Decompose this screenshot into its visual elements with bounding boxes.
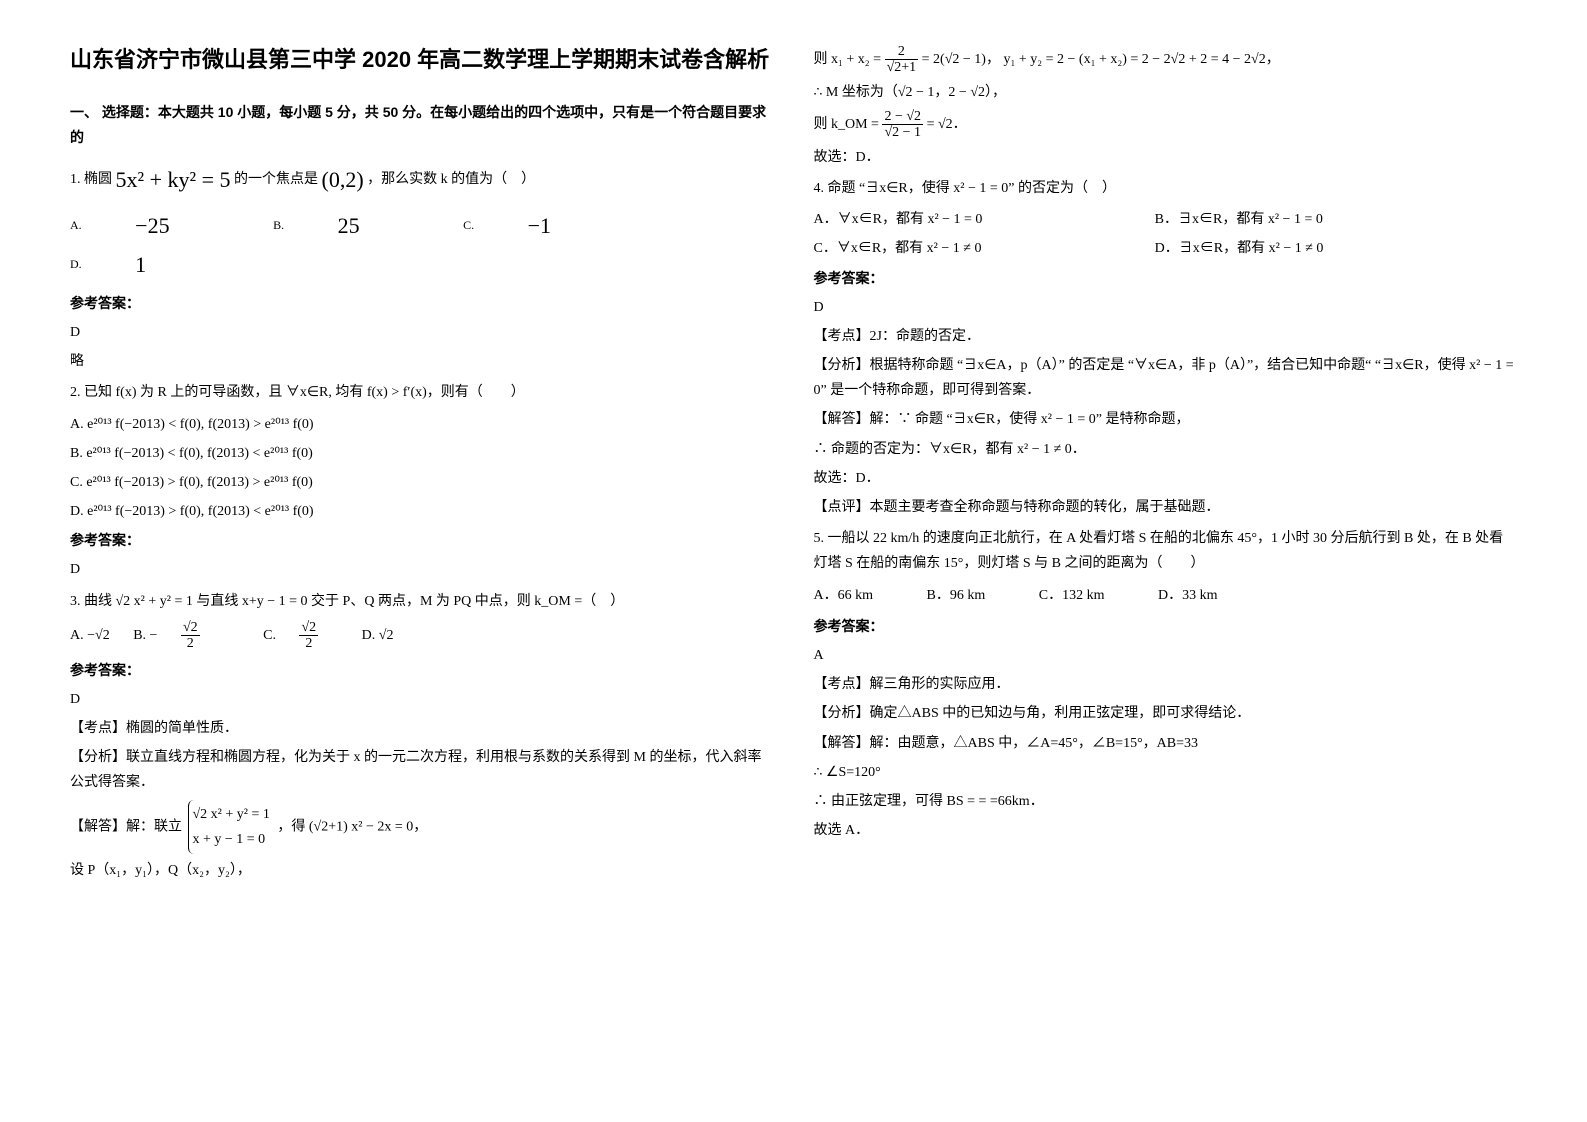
q3-pick: 故选：D． xyxy=(814,145,1518,170)
q4-jieda-1: 【解答】解：∵ 命题 “∃x∈R，使得 x² − 1 = 0” 是特称命题， xyxy=(814,407,1518,432)
q1-answer-label: 参考答案： xyxy=(70,291,774,316)
q5-option-c: C．132 km xyxy=(1039,583,1105,608)
q3-answer: D xyxy=(70,687,774,712)
q4-fenxi: 【分析】根据特称命题 “∃x∈A，p（A）” 的否定是 “∀x∈A，非 p（A）… xyxy=(814,353,1518,403)
system-brace: √2 x² + y² = 1 x + y − 1 = 0 xyxy=(188,800,274,854)
q4-pick: 故选：D． xyxy=(814,466,1518,491)
q2-stem: 2. 已知 f(x) 为 R 上的可导函数，且 ∀x∈R, 均有 f(x) > … xyxy=(70,380,774,405)
section-a-heading: 一、 选择题：本大题共 10 小题，每小题 5 分，共 50 分。在每小题给出的… xyxy=(70,100,774,150)
q3-option-c: C. √22 D. √2 xyxy=(263,620,413,652)
q4-option-c: C．∀x∈R，都有 x² − 1 ≠ 0 xyxy=(814,236,1152,261)
q5-stem: 5. 一船以 22 km/h 的速度向正北航行，在 A 处看灯塔 S 在船的北偏… xyxy=(814,526,1518,576)
q4-answer: D xyxy=(814,295,1518,320)
q1-point: (0,2) xyxy=(322,167,364,192)
q1-note: 略 xyxy=(70,349,774,374)
q1-stem-1: 1. 椭圆 xyxy=(70,172,116,187)
q5-pick: 故选 A． xyxy=(814,818,1518,843)
q4-option-d: D．∃x∈R，都有 x² − 1 ≠ 0 xyxy=(1155,236,1324,261)
q1-option-a: A. −25 xyxy=(70,206,220,246)
q2-answer: D xyxy=(70,557,774,582)
q3-setp: 设 P（x₁，y₁），Q（x₂，y₂）， xyxy=(70,858,774,883)
q3-stem: 3. 曲线 √2 x² + y² = 1 与直线 x+y − 1 = 0 交于 … xyxy=(70,589,774,614)
q1-option-c: C. −1 xyxy=(463,206,601,246)
q3-option-a: A. −√2 xyxy=(70,623,110,648)
q1-option-b: B. 25 xyxy=(273,206,410,246)
q4-stem: 4. 命题 “∃x∈R，使得 x² − 1 = 0” 的否定为（ ） xyxy=(814,176,1518,201)
q5-jieda-3: ∴ 由正弦定理，可得 BS = = =66km． xyxy=(814,789,1518,814)
q5-option-d: D．33 km xyxy=(1158,583,1218,608)
q2-option-a: A. e²⁰¹³ f(−2013) < f(0), f(2013) > e²⁰¹… xyxy=(70,412,774,437)
q5-answer-label: 参考答案： xyxy=(814,614,1518,639)
q2-answer-label: 参考答案： xyxy=(70,528,774,553)
q1-options: A. −25 B. 25 C. −1 D. 1 xyxy=(70,206,774,285)
q4-jieda-2: ∴ 命题的否定为：∀x∈R，都有 x² − 1 ≠ 0． xyxy=(814,437,1518,462)
q4-kaodian: 【考点】2J：命题的否定． xyxy=(814,324,1518,349)
q3-option-b: B. − √22 xyxy=(133,620,239,652)
q5-option-b: B．96 km xyxy=(927,583,986,608)
q4-options-row2: C．∀x∈R，都有 x² − 1 ≠ 0 D．∃x∈R，都有 x² − 1 ≠ … xyxy=(814,236,1518,261)
q4-options-row1: A．∀x∈R，都有 x² − 1 = 0 B．∃x∈R，都有 x² − 1 = … xyxy=(814,207,1518,232)
q5-kaodian: 【考点】解三角形的实际应用． xyxy=(814,672,1518,697)
q3-fenxi: 【分析】联立直线方程和椭圆方程，化为关于 x 的一元二次方程，利用根与系数的关系… xyxy=(70,745,774,795)
q3-jieda-1: 【解答】解：联立 √2 x² + y² = 1 x + y − 1 = 0 ，得… xyxy=(70,800,774,854)
q5-answer: A xyxy=(814,643,1518,668)
q1-answer: D xyxy=(70,320,774,345)
left-column: 山东省济宁市微山县第三中学 2020 年高二数学理上学期期末试卷含解析 一、 选… xyxy=(50,40,794,1082)
q3-kaodian: 【考点】椭圆的简单性质． xyxy=(70,716,774,741)
q5-jieda-1: 【解答】解：由题意，△ABS 中，∠A=45°，∠B=15°，AB=33 xyxy=(814,731,1518,756)
q3-answer-label: 参考答案： xyxy=(70,658,774,683)
q4-dianping: 【点评】本题主要考查全称命题与特称命题的转化，属于基础题． xyxy=(814,495,1518,520)
q1-option-d: D. 1 xyxy=(70,245,196,285)
q4-option-b: B．∃x∈R，都有 x² − 1 = 0 xyxy=(1155,207,1323,232)
q3-options: A. −√2 B. − √22 C. √22 D. √2 xyxy=(70,620,774,652)
q3-sum: 则 x₁ + x₂ = 2√2+1 = 2(√2 − 1)， y₁ + y₂ =… xyxy=(814,44,1518,76)
q2-option-c: C. e²⁰¹³ f(−2013) > f(0), f(2013) > e²⁰¹… xyxy=(70,470,774,495)
q1-stem-3: ，那么实数 k 的值为（ ） xyxy=(367,172,535,187)
q4-option-a: A．∀x∈R，都有 x² − 1 = 0 xyxy=(814,207,1152,232)
page: 山东省济宁市微山县第三中学 2020 年高二数学理上学期期末试卷含解析 一、 选… xyxy=(0,0,1587,1122)
q2-option-b: B. e²⁰¹³ f(−2013) < f(0), f(2013) < e²⁰¹… xyxy=(70,441,774,466)
document-title: 山东省济宁市微山县第三中学 2020 年高二数学理上学期期末试卷含解析 xyxy=(70,40,774,80)
q1-equation: 5x² + ky² = 5 xyxy=(116,167,231,192)
q5-jieda-2: ∴ ∠S=120° xyxy=(814,760,1518,785)
q3-kom: 则 k_OM = 2 − √2√2 − 1 = √2． xyxy=(814,109,1518,141)
q5-options: A．66 km B．96 km C．132 km D．33 km xyxy=(814,583,1518,608)
q5-fenxi: 【分析】确定△ABS 中的已知边与角，利用正弦定理，即可求得结论． xyxy=(814,701,1518,726)
q1-stem: 1. 椭圆 5x² + ky² = 5 的一个焦点是 (0,2) ，那么实数 k… xyxy=(70,160,774,200)
q3-mcoord: ∴ M 坐标为（√2 − 1，2 − √2）， xyxy=(814,80,1518,105)
right-column: 则 x₁ + x₂ = 2√2+1 = 2(√2 − 1)， y₁ + y₂ =… xyxy=(794,40,1538,1082)
q2-option-d: D. e²⁰¹³ f(−2013) > f(0), f(2013) < e²⁰¹… xyxy=(70,499,774,524)
q1-stem-2: 的一个焦点是 xyxy=(234,172,322,187)
q4-answer-label: 参考答案： xyxy=(814,266,1518,291)
q5-option-a: A．66 km xyxy=(814,583,874,608)
